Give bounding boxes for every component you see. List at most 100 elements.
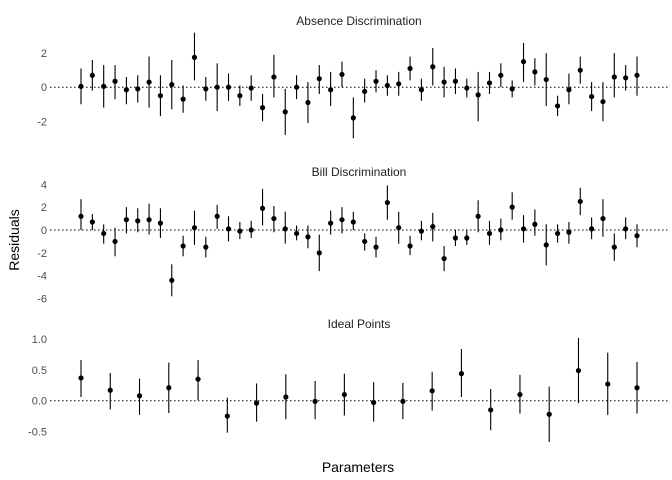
data-point bbox=[396, 225, 402, 231]
data-point bbox=[146, 79, 152, 85]
data-point bbox=[554, 230, 561, 237]
data-point bbox=[458, 371, 465, 377]
data-point bbox=[611, 74, 617, 80]
data-point bbox=[136, 393, 143, 399]
data-point bbox=[623, 75, 629, 81]
data-point bbox=[271, 74, 277, 80]
data-point bbox=[253, 400, 260, 406]
data-point bbox=[575, 367, 582, 374]
data-point bbox=[486, 80, 493, 86]
y-tick-label: -0.5 bbox=[28, 426, 47, 438]
data-point bbox=[339, 71, 345, 78]
data-point bbox=[180, 96, 186, 102]
data-point bbox=[146, 217, 152, 223]
data-point bbox=[293, 84, 300, 90]
data-point bbox=[214, 213, 220, 219]
data-point bbox=[157, 220, 164, 226]
data-point bbox=[224, 413, 230, 419]
data-point bbox=[282, 226, 288, 232]
data-point bbox=[418, 87, 425, 93]
data-point bbox=[396, 81, 402, 87]
data-point bbox=[316, 250, 322, 256]
data-point bbox=[554, 103, 561, 109]
data-point bbox=[203, 86, 209, 92]
data-point bbox=[589, 93, 595, 100]
data-point bbox=[214, 84, 220, 90]
data-point bbox=[316, 76, 322, 82]
data-point bbox=[520, 59, 527, 65]
data-point bbox=[543, 242, 549, 248]
data-point bbox=[259, 105, 266, 111]
data-point bbox=[509, 204, 515, 210]
data-point bbox=[566, 229, 572, 235]
data-point bbox=[112, 78, 118, 84]
data-point bbox=[362, 88, 368, 95]
y-tick-label: 2 bbox=[41, 202, 47, 214]
data-point bbox=[169, 277, 175, 283]
data-point bbox=[362, 238, 368, 245]
y-tick-label: 2 bbox=[41, 48, 47, 60]
data-point bbox=[509, 86, 515, 92]
data-point bbox=[566, 87, 572, 93]
data-point bbox=[191, 225, 198, 231]
data-point bbox=[203, 244, 209, 250]
data-point bbox=[605, 381, 611, 387]
y-tick-label: 0.0 bbox=[32, 396, 47, 408]
data-point bbox=[452, 78, 459, 84]
data-point bbox=[328, 220, 334, 226]
data-point bbox=[384, 199, 390, 206]
data-point bbox=[452, 235, 459, 241]
data-point bbox=[89, 219, 95, 225]
data-point bbox=[543, 76, 549, 83]
data-point bbox=[248, 85, 254, 91]
data-point bbox=[135, 218, 141, 224]
data-point bbox=[305, 234, 311, 240]
data-point bbox=[373, 78, 379, 84]
y-tick-label: 0 bbox=[41, 225, 47, 237]
y-tick-label: -4 bbox=[37, 271, 47, 283]
data-point bbox=[123, 217, 129, 223]
y-tick-label: -2 bbox=[37, 116, 47, 128]
data-point bbox=[400, 398, 406, 404]
data-point bbox=[498, 227, 504, 233]
data-point bbox=[623, 226, 629, 232]
data-point bbox=[441, 79, 447, 85]
data-point bbox=[157, 93, 164, 99]
data-point bbox=[517, 391, 523, 398]
data-point bbox=[339, 217, 345, 223]
y-tick-label: 0 bbox=[41, 82, 47, 94]
data-point bbox=[248, 227, 254, 233]
data-point bbox=[600, 99, 606, 105]
data-point bbox=[225, 84, 232, 90]
data-point bbox=[532, 221, 538, 227]
data-point bbox=[283, 394, 289, 400]
data-point bbox=[373, 244, 379, 250]
data-point bbox=[577, 67, 583, 73]
panel-1: Absence Discrimination -2 0 2 bbox=[37, 14, 668, 139]
data-point bbox=[371, 399, 377, 406]
data-point bbox=[237, 93, 243, 99]
data-point bbox=[611, 244, 617, 250]
y-tick-label: 0.5 bbox=[32, 365, 47, 377]
data-point bbox=[169, 82, 175, 88]
data-point bbox=[225, 226, 232, 232]
data-point bbox=[305, 99, 311, 106]
data-point bbox=[180, 243, 186, 249]
data-point bbox=[384, 82, 390, 89]
data-point bbox=[282, 109, 288, 115]
data-point bbox=[532, 69, 538, 75]
data-point bbox=[107, 387, 113, 393]
y-axis-label: Residuals bbox=[6, 209, 22, 270]
data-point bbox=[78, 375, 84, 381]
data-point bbox=[78, 83, 84, 89]
data-point bbox=[407, 243, 413, 249]
data-point bbox=[546, 411, 552, 417]
panel-title: Bill Discrimination bbox=[312, 165, 407, 179]
data-point bbox=[475, 92, 481, 98]
data-point bbox=[520, 226, 527, 232]
data-point bbox=[634, 385, 640, 391]
data-point bbox=[350, 219, 356, 225]
data-point bbox=[464, 235, 470, 241]
data-point bbox=[577, 198, 583, 205]
